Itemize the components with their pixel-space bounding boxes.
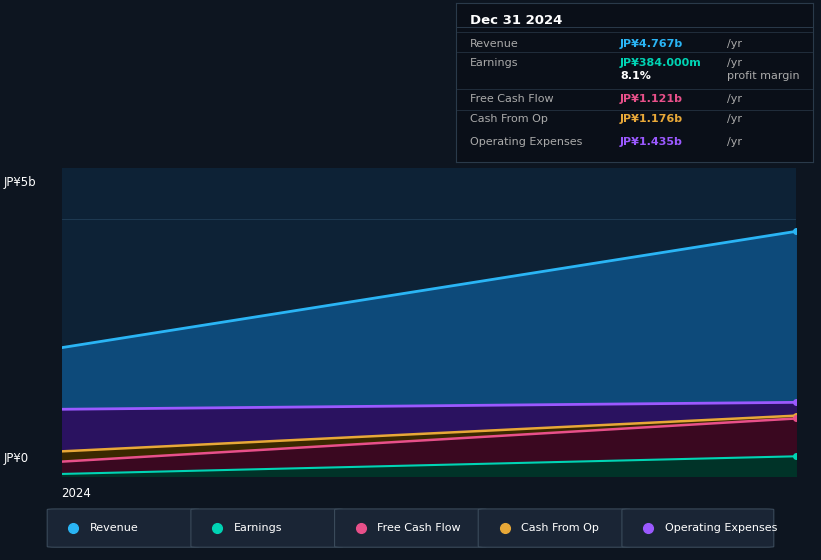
- Text: Earnings: Earnings: [470, 58, 518, 68]
- Text: /yr: /yr: [727, 114, 742, 124]
- Text: Operating Expenses: Operating Expenses: [470, 137, 582, 147]
- FancyBboxPatch shape: [622, 509, 774, 547]
- Text: JP¥4.767b: JP¥4.767b: [620, 39, 683, 49]
- FancyBboxPatch shape: [190, 509, 343, 547]
- Text: profit margin: profit margin: [727, 71, 800, 81]
- Text: /yr: /yr: [727, 39, 742, 49]
- Text: 8.1%: 8.1%: [620, 71, 651, 81]
- Text: Operating Expenses: Operating Expenses: [665, 523, 777, 533]
- FancyBboxPatch shape: [335, 509, 487, 547]
- Text: Revenue: Revenue: [89, 523, 139, 533]
- Text: JP¥0: JP¥0: [4, 452, 30, 465]
- Text: Earnings: Earnings: [233, 523, 282, 533]
- Text: Revenue: Revenue: [470, 39, 519, 49]
- Text: 2024: 2024: [62, 487, 91, 500]
- Text: JP¥1.435b: JP¥1.435b: [620, 137, 683, 147]
- Text: Dec 31 2024: Dec 31 2024: [470, 14, 562, 27]
- Text: Cash From Op: Cash From Op: [470, 114, 548, 124]
- Text: Free Cash Flow: Free Cash Flow: [377, 523, 461, 533]
- Text: /yr: /yr: [727, 137, 742, 147]
- Text: Free Cash Flow: Free Cash Flow: [470, 94, 553, 104]
- Text: JP¥1.121b: JP¥1.121b: [620, 94, 683, 104]
- Text: JP¥384.000m: JP¥384.000m: [620, 58, 702, 68]
- Text: JP¥5b: JP¥5b: [4, 176, 37, 189]
- Text: /yr: /yr: [727, 58, 742, 68]
- FancyBboxPatch shape: [478, 509, 631, 547]
- Text: JP¥1.176b: JP¥1.176b: [620, 114, 683, 124]
- FancyBboxPatch shape: [47, 509, 199, 547]
- Text: /yr: /yr: [727, 94, 742, 104]
- Text: Cash From Op: Cash From Op: [521, 523, 599, 533]
